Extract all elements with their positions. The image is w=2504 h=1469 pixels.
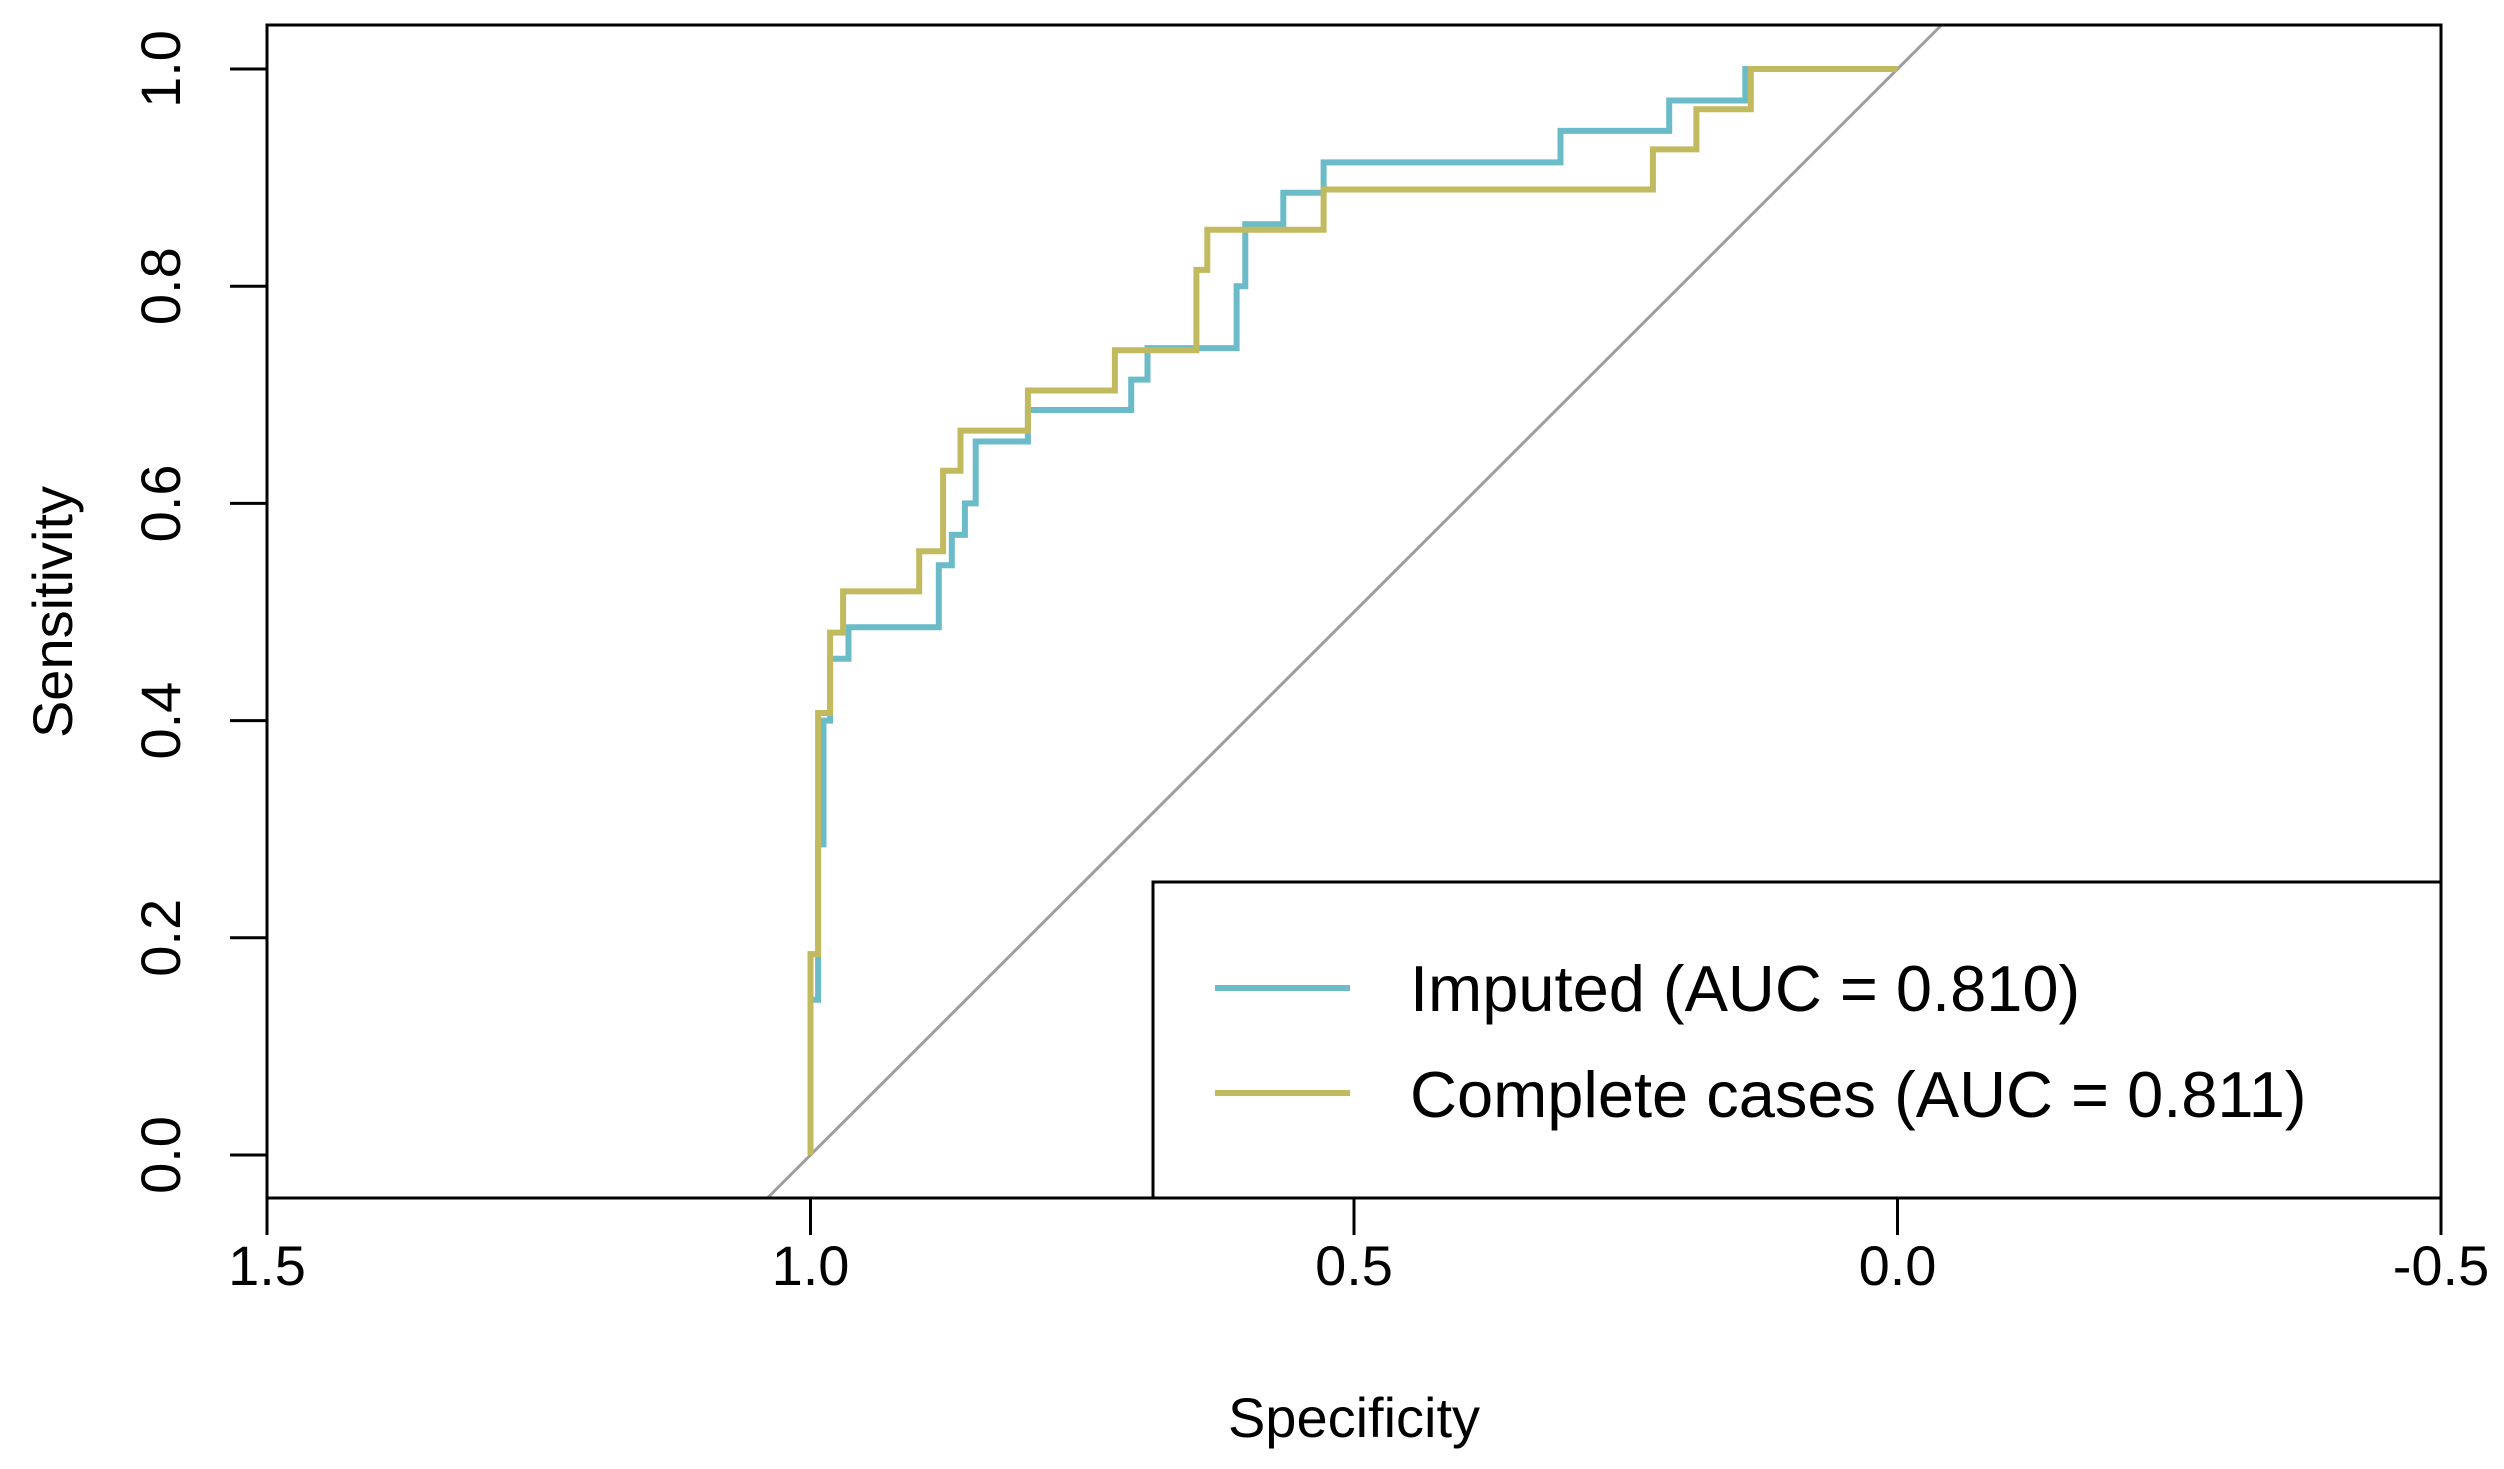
legend-label-imputed: Imputed (AUC = 0.810) (1410, 952, 2080, 1025)
x-tick-label: 1.5 (228, 1234, 306, 1297)
y-axis-title: Sensitivity (21, 486, 84, 738)
x-tick-label: -0.5 (2393, 1234, 2490, 1297)
y-tick-label: 1.0 (129, 30, 192, 108)
y-tick-label: 0.6 (129, 464, 192, 542)
y-tick-label: 0.4 (129, 682, 192, 760)
legend-box (1153, 882, 2441, 1198)
y-tick-label: 0.2 (129, 899, 192, 977)
y-tick-label: 0.8 (129, 247, 192, 325)
legend-label-complete-cases: Complete cases (AUC = 0.811) (1410, 1058, 2307, 1131)
x-tick-label: 0.5 (1315, 1234, 1393, 1297)
x-tick-label: 1.0 (772, 1234, 850, 1297)
roc-chart: 1.5 1.0 0.5 0.0 -0.5 0.0 0.2 0.4 0.6 0.8 1.0 Spec… (0, 0, 2504, 1469)
x-axis-title: Specificity (1228, 1386, 1480, 1449)
y-tick-label: 0.0 (129, 1116, 192, 1194)
x-tick-label: 0.0 (1859, 1234, 1937, 1297)
chart-background (0, 0, 2504, 1469)
legend: Imputed (AUC = 0.810) Complete cases (AU… (1153, 882, 2441, 1198)
